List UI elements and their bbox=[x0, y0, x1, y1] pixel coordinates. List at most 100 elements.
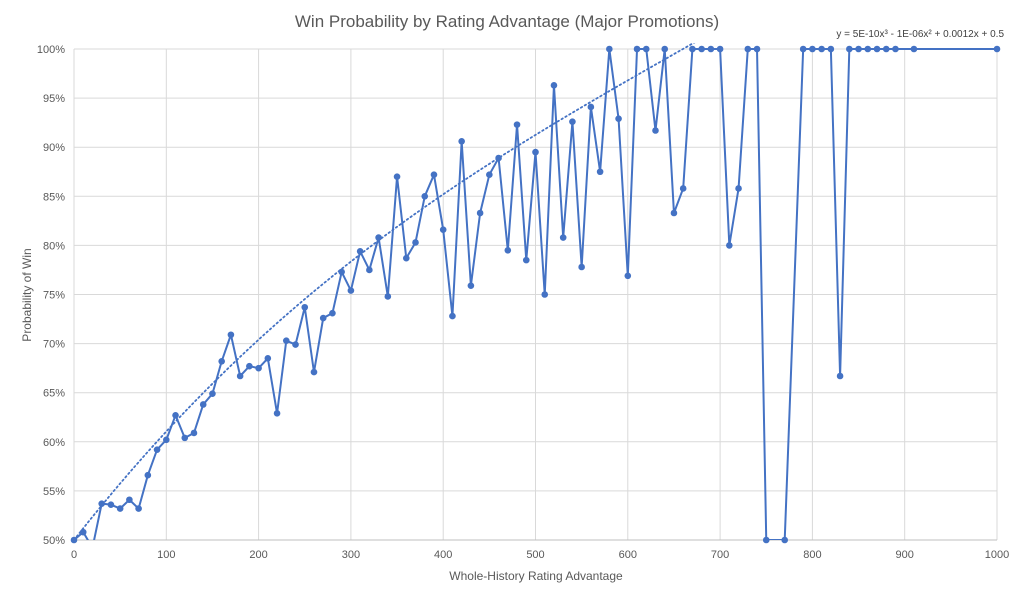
data-point bbox=[753, 45, 761, 53]
x-tick-label: 1000 bbox=[985, 549, 1009, 561]
data-point bbox=[458, 138, 465, 145]
axes: 50% 55% 60% 65% 70% 75% 80% 85% 90% 95% 100% 0 100 20… bbox=[37, 44, 1009, 561]
data-point bbox=[375, 234, 382, 241]
data-point bbox=[255, 364, 262, 372]
data-point bbox=[98, 500, 105, 507]
data-point bbox=[809, 45, 816, 53]
data-point bbox=[993, 45, 1001, 53]
data-point bbox=[393, 173, 401, 180]
data-point bbox=[615, 115, 622, 123]
gridlines bbox=[73, 48, 998, 541]
data-point bbox=[818, 45, 825, 53]
data-point bbox=[855, 45, 862, 53]
x-tick-label: 600 bbox=[619, 549, 637, 561]
y-tick-label: 50% bbox=[43, 535, 65, 547]
data-point bbox=[402, 254, 410, 262]
data-point bbox=[79, 528, 87, 536]
y-axis-title: Probability of Win bbox=[20, 248, 34, 341]
data-point bbox=[744, 45, 752, 53]
data-point bbox=[652, 127, 659, 134]
data-point bbox=[633, 45, 641, 53]
x-tick-label: 200 bbox=[249, 549, 267, 561]
x-axis-title: Whole-History Rating Advantage bbox=[449, 569, 623, 583]
data-point bbox=[126, 496, 133, 504]
data-point bbox=[836, 372, 844, 380]
data-point bbox=[846, 45, 853, 53]
x-tick-label: 0 bbox=[71, 549, 77, 561]
data-point bbox=[910, 45, 918, 53]
data-point bbox=[190, 429, 198, 437]
data-point bbox=[430, 171, 438, 178]
data-point bbox=[827, 45, 835, 53]
data-point bbox=[689, 45, 696, 53]
data-point bbox=[522, 256, 530, 264]
data-point bbox=[412, 239, 419, 246]
data-point bbox=[301, 303, 309, 311]
data-point bbox=[670, 209, 678, 217]
data-point bbox=[495, 154, 502, 162]
data-point bbox=[366, 266, 373, 274]
data-point bbox=[236, 372, 244, 380]
data-point bbox=[550, 82, 558, 89]
labels: Win Probability by Rating Advantage (Maj… bbox=[20, 12, 1004, 583]
data-point bbox=[467, 282, 475, 289]
data-point bbox=[504, 247, 512, 254]
data-point bbox=[218, 357, 225, 365]
data-point bbox=[781, 536, 789, 544]
x-tick-label: 300 bbox=[342, 549, 360, 561]
data-point bbox=[356, 247, 364, 255]
trendline bbox=[73, 43, 696, 540]
data-point bbox=[384, 293, 392, 300]
trendline-equation: y = 5E-10x³ - 1E-06x² + 0.0012x + 0.5 bbox=[836, 29, 1004, 40]
data-point bbox=[292, 341, 299, 348]
data-point bbox=[559, 234, 567, 241]
data-point bbox=[716, 45, 724, 53]
trendline-layer bbox=[73, 43, 696, 540]
data-point bbox=[606, 45, 613, 53]
data-point bbox=[310, 368, 318, 376]
data-point bbox=[892, 45, 899, 53]
x-tick-label: 800 bbox=[803, 549, 821, 561]
data-point bbox=[486, 171, 493, 178]
data-point bbox=[107, 501, 115, 508]
y-tick-label: 75% bbox=[43, 290, 65, 302]
series-layer bbox=[70, 45, 1001, 544]
data-point bbox=[513, 121, 521, 128]
data-point bbox=[735, 185, 742, 192]
y-tick-label: 95% bbox=[43, 93, 65, 105]
data-point bbox=[199, 401, 207, 408]
data-point bbox=[799, 45, 807, 53]
data-point bbox=[338, 268, 345, 276]
data-point bbox=[421, 193, 429, 200]
data-point bbox=[449, 312, 456, 320]
data-point bbox=[319, 314, 327, 322]
y-tick-label: 65% bbox=[43, 388, 65, 400]
y-tick-label: 60% bbox=[43, 437, 65, 449]
data-point bbox=[578, 263, 585, 271]
data-point bbox=[587, 103, 595, 111]
data-point bbox=[698, 45, 705, 53]
x-tick-label: 700 bbox=[711, 549, 729, 561]
x-tick-label: 100 bbox=[157, 549, 175, 561]
data-point bbox=[282, 337, 290, 344]
data-point bbox=[679, 185, 687, 192]
data-point bbox=[596, 168, 604, 176]
data-point bbox=[882, 45, 890, 53]
data-point bbox=[209, 390, 216, 397]
data-point bbox=[70, 536, 78, 544]
data-point bbox=[153, 446, 161, 453]
y-tick-label: 55% bbox=[43, 486, 65, 498]
data-point bbox=[873, 45, 881, 53]
x-tick-label: 400 bbox=[434, 549, 452, 561]
data-point bbox=[329, 309, 336, 317]
chart-title: Win Probability by Rating Advantage (Maj… bbox=[295, 12, 719, 31]
data-point bbox=[347, 287, 355, 294]
y-tick-label: 90% bbox=[43, 142, 65, 154]
data-point bbox=[661, 45, 669, 53]
data-point bbox=[864, 45, 872, 53]
data-point bbox=[726, 242, 733, 249]
data-point bbox=[163, 436, 170, 444]
data-point bbox=[246, 362, 253, 370]
